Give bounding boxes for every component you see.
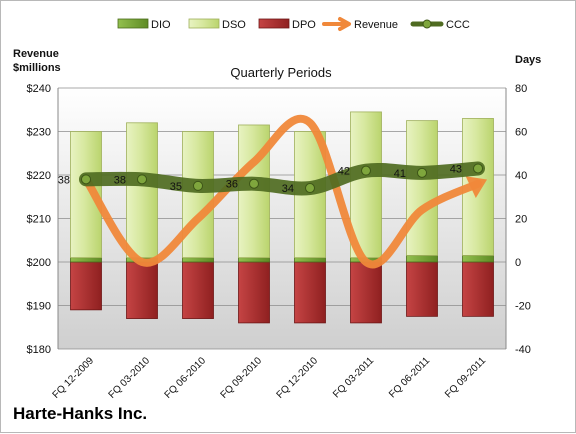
ccc-data-label: 42 <box>338 166 350 178</box>
bar-dpo <box>350 261 382 324</box>
ccc-data-label: 43 <box>450 163 462 175</box>
ccc-point <box>81 174 91 185</box>
legend-label-revenue: Revenue <box>354 19 398 31</box>
x-category-label: FQ 12-2009 <box>51 355 97 401</box>
revenue-layer <box>82 114 488 269</box>
left-tick-label: $230 <box>27 127 51 139</box>
ccc-data-label: 36 <box>226 179 238 191</box>
bar-dio <box>406 255 438 263</box>
ccc-data-label: 34 <box>282 183 294 195</box>
ccc-point <box>473 163 483 174</box>
left-tick-label: $200 <box>27 257 51 269</box>
category-labels: FQ 12-2009 FQ 03-2010 FQ 06-2010 FQ 09-2010… <box>51 355 489 401</box>
bar-dio <box>70 257 102 263</box>
ccc-point <box>249 178 259 189</box>
x-category-label: FQ 03-2010 <box>107 355 153 401</box>
right-tick-label: -40 <box>515 344 531 356</box>
legend-swatch-dio <box>117 18 149 29</box>
right-tick-label: 0 <box>515 257 521 269</box>
left-axis-label-line1: Revenue <box>13 48 59 60</box>
x-category-label: FQ 06-2011 <box>387 355 432 400</box>
legend-swatch-ccc-dot <box>422 19 432 29</box>
revenue-line <box>82 114 482 269</box>
bar-dpo <box>126 261 158 319</box>
right-axis-label: Days <box>515 54 541 66</box>
right-tick-label: 40 <box>515 170 527 182</box>
x-category-label: FQ 12-2010 <box>275 355 321 401</box>
x-category-label: FQ 09-2010 <box>219 355 265 401</box>
left-tick-label: $180 <box>27 344 51 356</box>
legend-label-dio: DIO <box>151 19 171 31</box>
bar-dso <box>350 111 382 259</box>
left-tick-label: $240 <box>27 83 51 95</box>
right-tick-label: 80 <box>515 83 527 95</box>
bar-dpo <box>462 261 494 317</box>
legend-label-dso: DSO <box>222 19 246 31</box>
revenue-arrowhead <box>465 176 488 198</box>
bars-layer <box>70 111 494 324</box>
bar-dso <box>126 122 158 259</box>
ccc-point <box>193 180 203 191</box>
bar-dio <box>462 255 494 263</box>
x-category-label: FQ 06-2010 <box>163 355 209 401</box>
legend-swatch-dso <box>188 18 220 29</box>
ccc-point <box>305 183 315 194</box>
ccc-layer: 38 38 35 36 34 42 41 43 <box>58 161 485 196</box>
chart-subtitle: Quarterly Periods <box>230 65 332 80</box>
right-tick-label: -20 <box>515 301 531 313</box>
left-tick-label: $220 <box>27 170 51 182</box>
legend-label-dpo: DPO <box>292 19 316 31</box>
bar-dso <box>182 131 214 259</box>
right-tick-label: 20 <box>515 214 527 226</box>
company-name: Harte-Hanks Inc. <box>13 404 148 423</box>
ccc-data-label: 38 <box>58 174 70 186</box>
bar-dpo <box>294 261 326 324</box>
ccc-data-label: 41 <box>394 168 406 180</box>
bar-dpo <box>238 261 270 324</box>
legend-swatch-revenue <box>322 17 351 31</box>
left-tick-label: $190 <box>27 301 51 313</box>
x-category-label: FQ 09-2011 <box>443 355 488 400</box>
bar-dio <box>238 257 270 263</box>
ccc-point <box>137 174 147 185</box>
bar-dpo <box>70 261 102 311</box>
right-tick-label: 60 <box>515 127 527 139</box>
left-axis-ticks: $180 $190 $200 $210 $220 $230 $240 <box>27 83 51 356</box>
bar-dso <box>406 120 438 256</box>
ccc-point <box>417 167 427 178</box>
ccc-data-label: 35 <box>170 181 182 193</box>
bar-dio <box>182 257 214 263</box>
bar-dio <box>294 257 326 263</box>
legend-swatch-dpo <box>258 18 290 29</box>
legend-label-ccc: CCC <box>446 19 470 31</box>
bar-dpo <box>182 261 214 319</box>
legend: DIO DSO DPO Revenue CCC <box>117 17 470 31</box>
left-axis-label-line2: $millions <box>13 62 61 74</box>
ccc-data-label: 38 <box>114 174 126 186</box>
left-tick-label: $210 <box>27 214 51 226</box>
ccc-point <box>361 165 371 176</box>
right-axis-ticks: -40 -20 0 20 40 60 80 <box>515 83 531 356</box>
bar-dpo <box>406 261 438 317</box>
x-category-label: FQ 03-2011 <box>331 355 376 400</box>
